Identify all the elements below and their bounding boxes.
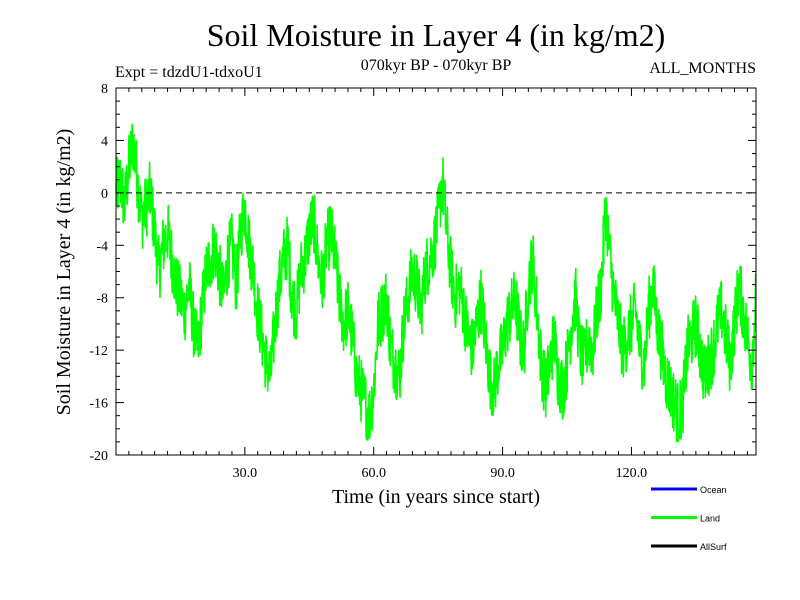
y-tick-label: -8 <box>96 292 108 307</box>
x-tick-label: 120.0 <box>616 466 648 481</box>
plot-area: 8 4 0 -4 -8 -12 -16 -20 30.0 60.0 90.0 120.0 <box>89 82 757 481</box>
x-tick-label: 90.0 <box>490 466 515 481</box>
y-tick-label: -16 <box>89 397 108 412</box>
x-tick-label: 60.0 <box>361 466 386 481</box>
y-axis-label: Soil Moisture in Layer 4 (in kg/m2) <box>53 129 75 416</box>
y-tick-label: 0 <box>101 187 108 202</box>
y-tick-label: 4 <box>101 134 108 149</box>
chart-subtitle-left: Expt = tdzdU1-tdxoU1 <box>115 64 263 81</box>
x-tick-label: 30.0 <box>233 466 258 481</box>
legend-label-ocean: Ocean <box>700 485 727 495</box>
chart-subtitle-center: 070kyr BP - 070kyr BP <box>361 57 512 74</box>
y-tick-label: -4 <box>96 239 108 254</box>
chart-subtitle-right: ALL_MONTHS <box>649 60 756 77</box>
chart-title: Soil Moisture in Layer 4 (in kg/m2) <box>207 17 666 53</box>
legend-label-land: Land <box>700 514 720 524</box>
y-tick-label: -12 <box>89 344 108 359</box>
series-line-land <box>115 123 757 443</box>
legend-label-allsurf: AllSurf <box>700 542 727 552</box>
legend: Ocean Land AllSurf <box>651 485 727 552</box>
y-tick-label: 8 <box>101 82 108 97</box>
x-axis-label: Time (in years since start) <box>332 486 540 508</box>
y-tick-label: -20 <box>89 449 108 464</box>
